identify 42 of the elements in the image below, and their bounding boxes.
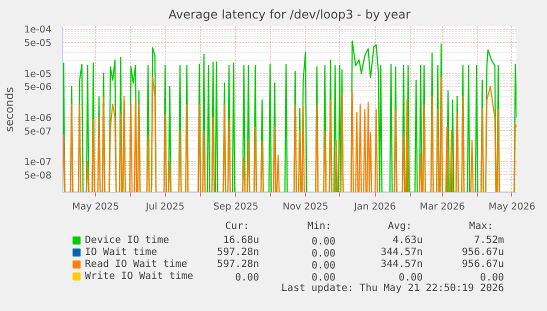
- text: 956.67u: [462, 247, 504, 258]
- text: Min:: [307, 221, 332, 232]
- text: 597.28n: [217, 247, 260, 258]
- y-tick-label: 1e-04: [24, 24, 52, 36]
- text: 16.68u: [223, 235, 260, 246]
- text: 0.00: [311, 248, 336, 260]
- x-tick-label: Nov 2025: [282, 202, 328, 212]
- text: 4.63u: [392, 235, 423, 246]
- text: 956.67u: [462, 259, 504, 270]
- y-tick-label: 5e-05: [24, 38, 52, 49]
- y-tick-label: 1e-07: [24, 157, 52, 168]
- x-tick-label: Jan 2026: [353, 202, 396, 212]
- x-tick-label: May 2025: [72, 202, 120, 212]
- text: 0.00: [311, 260, 336, 272]
- y-tick-label: 1e-06: [24, 112, 52, 124]
- text: Cur:: [225, 221, 250, 232]
- y-tick-label: 5e-06: [24, 82, 52, 94]
- x-tick-label: May 2026: [488, 202, 536, 212]
- legend-label: Write IO Wait time: [84, 271, 194, 282]
- text: 344.57n: [380, 247, 423, 258]
- y-tick-label: 5e-08: [24, 170, 52, 182]
- y-axis-title: seconds: [3, 86, 16, 132]
- text: 7.52m: [474, 235, 504, 246]
- text: 0.00: [235, 272, 260, 284]
- text: 597.28n: [217, 259, 260, 270]
- chart-title: Average latency for /dev/loop3 - by year: [168, 8, 411, 22]
- text: Last update: Thu May 21 22:50:19 2026: [281, 283, 504, 294]
- y-tick-label: 5e-07: [24, 126, 52, 138]
- x-tick-label: Mar 2026: [420, 202, 465, 212]
- text: 344.57n: [380, 259, 423, 270]
- x-tick-label: Jul 2025: [144, 202, 185, 212]
- text: 0.00: [311, 236, 336, 248]
- legend-label: Read IO Wait time: [84, 259, 188, 270]
- legend-label: Device IO time: [84, 235, 170, 246]
- text: 0.00: [398, 272, 423, 284]
- text: Avg:: [388, 221, 412, 232]
- x-tick-label: Sep 2025: [213, 202, 258, 212]
- legend-label: IO Wait time: [84, 247, 158, 258]
- text: 0.00: [480, 272, 504, 284]
- y-tick-label: 1e-05: [24, 68, 52, 80]
- text: 0.00: [311, 272, 336, 284]
- text: Max:: [469, 221, 494, 232]
